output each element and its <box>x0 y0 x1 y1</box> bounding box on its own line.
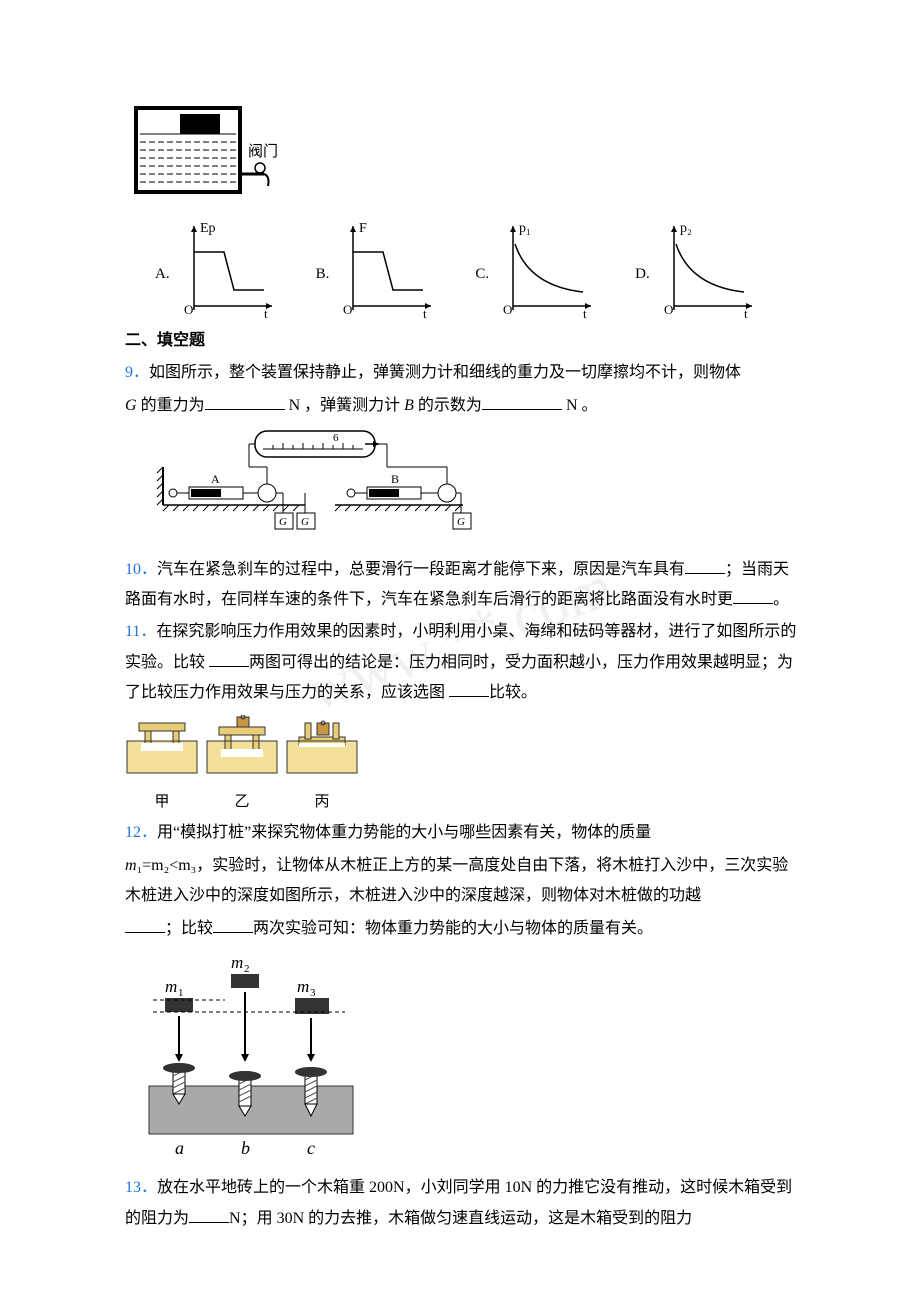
q12-mass-rel: ₁=m₂<m₃ <box>137 857 197 874</box>
svg-text:t: t <box>744 306 748 318</box>
q12-figure: m1 m2 m3 <box>145 950 800 1171</box>
q12-text1: 用“模拟打桩”来探究物体重力势能的大小与哪些因素有关，物体的质量 <box>157 824 651 841</box>
q9-p2: G 的重力为 N ，弹簧测力计 B 的示数为 N 。 <box>125 391 800 421</box>
q10-text3: 。 <box>773 591 789 608</box>
q11-svg-jia <box>125 715 199 775</box>
q9-unit1a: N ，弹簧测力计 <box>285 397 405 414</box>
svg-text:3: 3 <box>310 987 316 999</box>
chart-d: D. p₂ O t <box>635 218 756 318</box>
q9-unit2: N 。 <box>562 397 598 414</box>
svg-text:G: G <box>457 516 465 528</box>
q12-svg: m1 m2 m3 <box>145 950 365 1160</box>
svg-text:t: t <box>583 306 587 318</box>
chart-option-d: D. <box>635 260 650 289</box>
q10-blank1 <box>685 558 725 574</box>
q13-p: 13．放在水平地砖上的一个木箱重 200N，小刘同学用 10N 的力推它没有推动… <box>125 1173 800 1234</box>
chart-option-b: B. <box>316 260 330 289</box>
q12-blank1 <box>125 917 165 933</box>
q9-text1: 如图所示，整个装置保持静止，弹簧测力计和细线的重力及一切摩擦均不计，则物体 <box>149 364 741 381</box>
chart-d-svg: p₂ O t <box>656 218 756 318</box>
q12-text2: ，实验时，让物体从木桩正上方的某一高度处自由下落，将木桩打入沙中，三次实验木桩进… <box>125 857 788 904</box>
svg-text:m: m <box>297 977 309 996</box>
q13-blank1 <box>189 1207 229 1223</box>
svg-text:O: O <box>664 302 673 317</box>
q11-text3: 比较。 <box>489 684 537 701</box>
svg-text:B: B <box>391 472 399 486</box>
q10-p: 10．汽车在紧急刹车的过程中，总要滑行一段距离才能停下来，原因是汽车具有；当雨天… <box>125 555 800 616</box>
q9-num: 9． <box>125 364 149 381</box>
q9-label-g: G <box>125 397 137 414</box>
q12-mass1: m <box>125 857 137 874</box>
chart-a-svg: Ep O t <box>176 218 276 318</box>
q13-num: 13． <box>125 1179 157 1196</box>
section-2-title: 二、填空题 <box>125 326 800 356</box>
q11-panels: 甲 乙 <box>125 715 800 817</box>
q9-figure: 6 A <box>155 427 800 548</box>
svg-text:G: G <box>279 516 287 528</box>
q10-text1: 汽车在紧急刹车的过程中，总要滑行一段距离才能停下来，原因是汽车具有 <box>157 561 685 578</box>
q11-svg-yi <box>205 715 279 775</box>
svg-text:p₂: p₂ <box>680 221 692 236</box>
svg-text:m: m <box>165 977 177 996</box>
q11-label-bing: 丙 <box>285 788 359 817</box>
q12-text4: 两次实验可知：物体重力势能的大小与物体的质量有关。 <box>253 920 653 937</box>
q9-svg: 6 A <box>155 427 485 537</box>
q9-blank2 <box>482 394 562 410</box>
q12-p3: ；比较 两次实验可知：物体重力势能的大小与物体的质量有关。 <box>125 914 800 944</box>
chart-b: B. F O t <box>316 218 436 318</box>
q11-blank1 <box>209 651 249 667</box>
q12-p2: m₁=m₂<m₃，实验时，让物体从木桩正上方的某一高度处自由下落，将木桩打入沙中… <box>125 851 800 912</box>
svg-text:t: t <box>423 306 427 318</box>
svg-text:c: c <box>307 1138 315 1158</box>
tank-svg: 阀门 <box>130 100 290 210</box>
chart-b-svg: F O t <box>335 218 435 318</box>
chart-c-svg: p₁ O t <box>495 218 595 318</box>
valve-label: 阀门 <box>248 143 278 160</box>
q9-p1: 9．如图所示，整个装置保持静止，弹簧测力计和细线的重力及一切摩擦均不计，则物体 <box>125 358 800 388</box>
svg-text:b: b <box>241 1138 250 1158</box>
tank-figure: 阀门 <box>130 100 800 210</box>
svg-text:Ep: Ep <box>200 221 216 236</box>
charts-row: A. Ep O t B. F O t <box>155 218 800 318</box>
q9-blank1 <box>205 394 285 410</box>
q11-panel-jia: 甲 <box>125 715 199 817</box>
chart-option-a: A. <box>155 260 170 289</box>
q9-text3: 的示数为 <box>414 397 482 414</box>
svg-text:O: O <box>184 302 193 317</box>
q10-num: 10． <box>125 561 157 578</box>
q11-blank2 <box>449 681 489 697</box>
q11-panel-yi: 乙 <box>205 715 279 817</box>
q11-num: 11． <box>125 623 156 640</box>
chart-c: C. p₁ O t <box>475 218 595 318</box>
chart-a: A. Ep O t <box>155 218 276 318</box>
svg-text:p₁: p₁ <box>519 221 531 236</box>
svg-text:2: 2 <box>244 963 250 975</box>
q11-label-yi: 乙 <box>205 788 279 817</box>
q13-text2: N；用 30N 的力去推，木箱做匀速直线运动，这是木箱受到的阻力 <box>229 1210 692 1227</box>
q11-panel-bing: 丙 <box>285 715 359 817</box>
q12-blank2 <box>213 917 253 933</box>
svg-text:A: A <box>211 472 220 486</box>
q10-blank2 <box>733 588 773 604</box>
q11-label-jia: 甲 <box>125 788 199 817</box>
svg-text:G: G <box>301 516 309 528</box>
svg-text:6: 6 <box>333 432 339 444</box>
svg-text:O: O <box>343 302 352 317</box>
q12-p: 12．用“模拟打桩”来探究物体重力势能的大小与哪些因素有关，物体的质量 <box>125 818 800 848</box>
svg-text:1: 1 <box>178 987 184 999</box>
svg-text:a: a <box>175 1138 184 1158</box>
svg-text:O: O <box>503 302 512 317</box>
svg-text:F: F <box>359 221 367 236</box>
q11-p: 11．在探究影响压力作用效果的因素时，小明利用小桌、海绵和砝码等器材，进行了如图… <box>125 617 800 708</box>
q11-svg-bing <box>285 715 359 775</box>
q9-text2: 的重力为 <box>137 397 205 414</box>
q12-num: 12． <box>125 824 157 841</box>
svg-text:m: m <box>231 953 243 972</box>
svg-text:t: t <box>264 306 268 318</box>
page-content: 阀门 A. Ep O t B. <box>125 100 800 1234</box>
q9-label-b: B <box>404 397 414 414</box>
chart-option-c: C. <box>475 260 489 289</box>
q12-text3: ；比较 <box>165 920 213 937</box>
